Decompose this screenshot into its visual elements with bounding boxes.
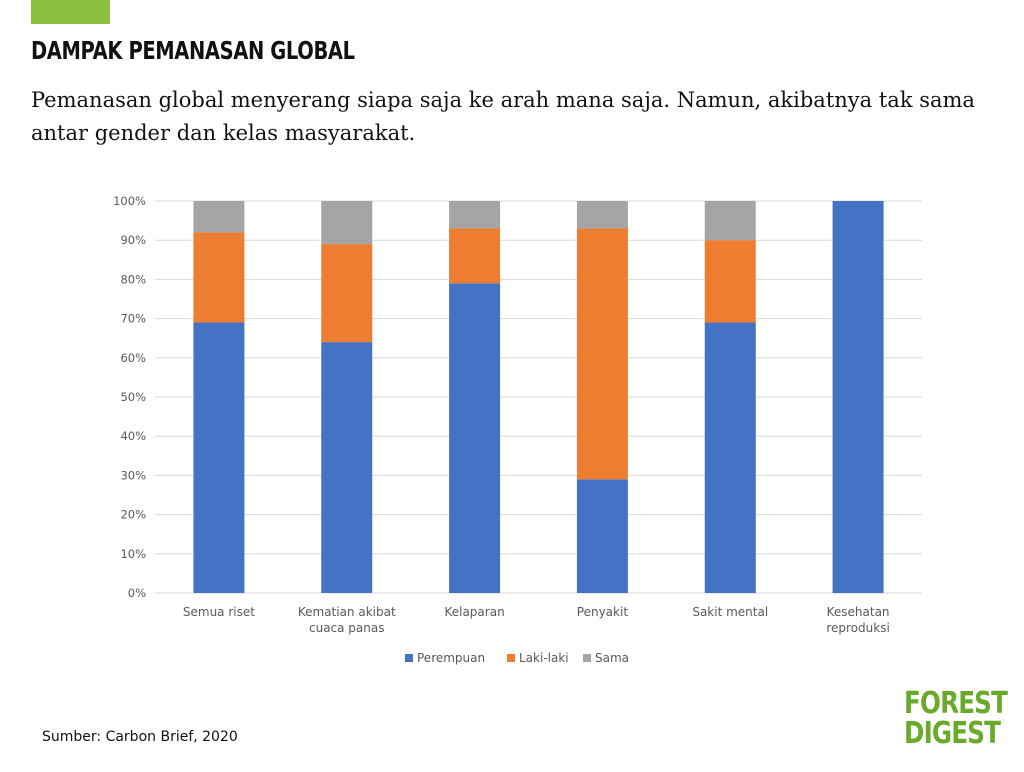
accent-bar — [31, 0, 110, 24]
bar-perempuan — [449, 283, 501, 593]
logo-line-1: FOREST — [904, 686, 1008, 721]
y-tick-label: 50% — [120, 390, 146, 404]
y-tick-label: 90% — [120, 233, 146, 247]
page-subtitle: Pemanasan global menyerang siapa saja ke… — [31, 88, 975, 145]
legend-swatch — [507, 654, 515, 662]
bar-laki-laki — [193, 232, 245, 323]
bar-perempuan — [193, 322, 245, 593]
bar-sama — [704, 201, 756, 241]
legend-label: Laki-laki — [519, 651, 569, 665]
legend-label: Sama — [595, 651, 629, 665]
legend-swatch — [583, 654, 591, 662]
x-category-label: cuaca panas — [309, 621, 385, 635]
bar-perempuan — [576, 479, 628, 593]
y-tick-label: 100% — [113, 194, 146, 208]
x-category-label: Semua riset — [183, 605, 255, 619]
y-tick-label: 70% — [120, 312, 146, 326]
x-category-label: reproduksi — [826, 621, 889, 635]
x-category-label: Kematian akibat — [298, 605, 396, 619]
x-category-label: Penyakit — [577, 605, 629, 619]
x-category-label: Sakit mental — [692, 605, 768, 619]
bar-segments — [193, 201, 884, 593]
legend-swatch — [405, 654, 413, 662]
bar-sama — [449, 201, 501, 229]
bar-perempuan — [704, 322, 756, 593]
bar-perempuan — [321, 342, 373, 593]
bar-laki-laki — [321, 244, 373, 343]
y-tick-label: 30% — [120, 468, 146, 482]
y-tick-label: 60% — [120, 351, 146, 365]
x-category-label: Kelaparan — [444, 605, 504, 619]
bar-sama — [193, 201, 245, 233]
x-category-label: Kesehatan — [827, 605, 890, 619]
bar-perempuan — [832, 201, 884, 593]
y-tick-label: 80% — [120, 272, 146, 286]
source-note: Sumber: Carbon Brief, 2020 — [42, 729, 238, 745]
legend-label: Perempuan — [417, 651, 485, 665]
y-tick-label: 20% — [120, 508, 146, 522]
x-axis-categories: Semua riset Kematian akibat cuaca panas Kel… — [183, 605, 890, 635]
bar-sama — [321, 201, 373, 245]
page-title: DAMPAK PEMANASAN GLOBAL — [31, 36, 355, 65]
bar-laki-laki — [449, 228, 501, 284]
bar-laki-laki — [576, 228, 628, 480]
logo-line-2: DIGEST — [904, 716, 1001, 751]
bar-laki-laki — [704, 240, 756, 323]
y-axis-ticks: 0% 10% 20% 30% 40% 50% 60% 70% 80% 90% 100% — [113, 194, 146, 600]
bar-sama — [576, 201, 628, 229]
grid-lines — [155, 200, 922, 594]
forest-digest-logo: FOREST DIGEST — [904, 686, 1008, 751]
y-tick-label: 0% — [128, 586, 146, 600]
y-tick-label: 40% — [120, 429, 146, 443]
legend: Perempuan Laki-laki Sama — [405, 651, 629, 665]
y-tick-label: 10% — [120, 547, 146, 561]
